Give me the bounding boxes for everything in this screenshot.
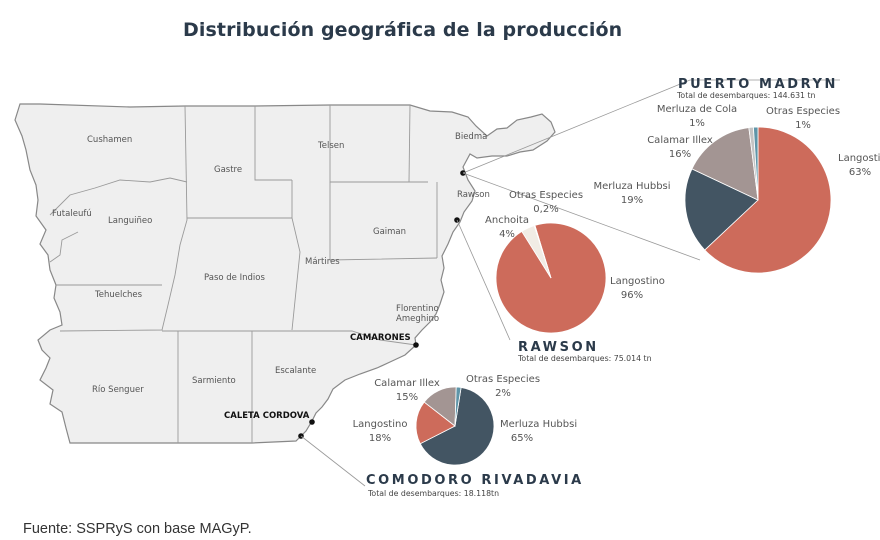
pie-slice-langostino — [415, 401, 456, 445]
slice-label-langostino: Langostino — [353, 419, 408, 430]
pie-slice-merluza-hubbsi — [419, 387, 495, 466]
slice-value-langostino: 63% — [849, 167, 871, 178]
slice-label-langostino: Langostino — [838, 153, 880, 164]
pie-slice-otras-especies — [752, 126, 759, 201]
dept-label-sarmiento: Sarmiento — [192, 376, 236, 386]
department-labels: Cushamen Futaleufú Languiñeo Gastre Tels… — [52, 132, 490, 395]
pie-slice-langostino — [704, 126, 832, 274]
leader-lines — [300, 79, 840, 487]
slice-label-merluza-de-cola: Merluza de Cola — [657, 104, 737, 115]
slice-value-merluza-hubbsi: 65% — [511, 433, 533, 444]
port-total-madryn: Total de desembarques: 144.631 tn — [676, 91, 816, 100]
slice-value-otras-especies: 2% — [495, 388, 511, 399]
slice-label-otras-especies: Otras Especies — [766, 106, 840, 117]
pie-slice-calamar-illex — [691, 127, 759, 201]
dept-label-rio-senguer: Río Senguer — [92, 385, 144, 395]
dept-label-rawson: Rawson — [457, 190, 490, 200]
slice-label-calamar-illex: Calamar Illex — [647, 135, 713, 146]
port-marker-caleta-cordova — [309, 419, 315, 425]
slice-value-otras-especies: 0,2% — [533, 204, 558, 215]
pie-slice-merluza-hubbsi — [684, 168, 759, 251]
dept-label-telsen: Telsen — [317, 141, 344, 151]
city-label-camarones: CAMARONES — [350, 333, 411, 343]
slice-label-otras-especies: Otras Especies — [509, 190, 583, 201]
dept-label-gastre: Gastre — [214, 165, 242, 175]
dept-label-languineo: Languiñeo — [108, 216, 152, 226]
pie-slice-otras-especies — [454, 386, 462, 427]
dept-label-cushamen: Cushamen — [87, 135, 132, 145]
page-title: Distribución geográfica de la producción — [183, 19, 623, 41]
dept-label-florentino-ameghino: Florentino Ameghino — [396, 304, 441, 324]
port-marker-camarones — [413, 342, 419, 348]
source-note: Fuente: SSPRyS con base MAGyP. — [23, 521, 252, 537]
pie-rawson: Langostino 96% Anchoita 4% Otras Especies 0,2… — [485, 190, 665, 334]
city-label-caleta-cordova: CALETA CORDOVA — [224, 411, 310, 421]
slice-value-langostino: 18% — [369, 433, 391, 444]
slice-value-calamar-illex: 16% — [669, 149, 691, 160]
department-boundaries — [49, 104, 438, 443]
slice-label-otras-especies: Otras Especies — [466, 374, 540, 385]
slice-value-anchoita: 4% — [499, 229, 515, 240]
slice-value-merluza-de-cola: 1% — [689, 118, 705, 129]
slice-label-langostino: Langostino — [610, 276, 665, 287]
slice-value-merluza-hubbsi: 19% — [621, 195, 643, 206]
pie-puerto-madryn: Langostino 63% Merluza Hubbsi 19% Calamar Il… — [593, 104, 880, 274]
dept-label-florentino-line2: Ameghino — [396, 314, 439, 324]
dept-label-escalante: Escalante — [275, 366, 316, 376]
chubut-province-map — [14, 103, 556, 444]
port-total-rawson: Total de desembarques: 75.014 tn — [517, 354, 652, 363]
slice-value-langostino: 96% — [621, 290, 643, 301]
dept-label-tehuelches: Tehuelches — [94, 290, 143, 300]
slice-label-merluza-hubbsi: Merluza Hubbsi — [500, 419, 577, 430]
dept-label-biedma: Biedma — [455, 132, 487, 142]
dept-label-martires: Mártires — [305, 257, 340, 267]
slice-label-anchoita: Anchoita — [485, 215, 529, 226]
port-total-comodoro: Total de desembarques: 18.118tn — [367, 489, 499, 498]
dept-label-gaiman: Gaiman — [373, 227, 406, 237]
slice-value-otras-especies: 1% — [795, 120, 811, 131]
pie-comodoro-rivadavia: Merluza Hubbsi 65% Langostino 18% Calamar Il… — [353, 374, 577, 466]
pie-slice-otras-especies — [533, 224, 552, 279]
port-title-comodoro: COMODORO RIVADAVIA — [366, 473, 584, 488]
port-title-madryn: PUERTO MADRYN — [678, 77, 838, 92]
slice-label-calamar-illex: Calamar Illex — [374, 378, 440, 389]
dept-label-futaleufu: Futaleufú — [52, 209, 92, 219]
dept-label-florentino-line1: Florentino — [396, 304, 439, 314]
slice-value-calamar-illex: 15% — [396, 392, 418, 403]
port-title-rawson: RAWSON — [518, 340, 599, 355]
dept-label-paso-de-indios: Paso de Indios — [204, 273, 265, 283]
slice-label-merluza-hubbsi: Merluza Hubbsi — [593, 181, 670, 192]
